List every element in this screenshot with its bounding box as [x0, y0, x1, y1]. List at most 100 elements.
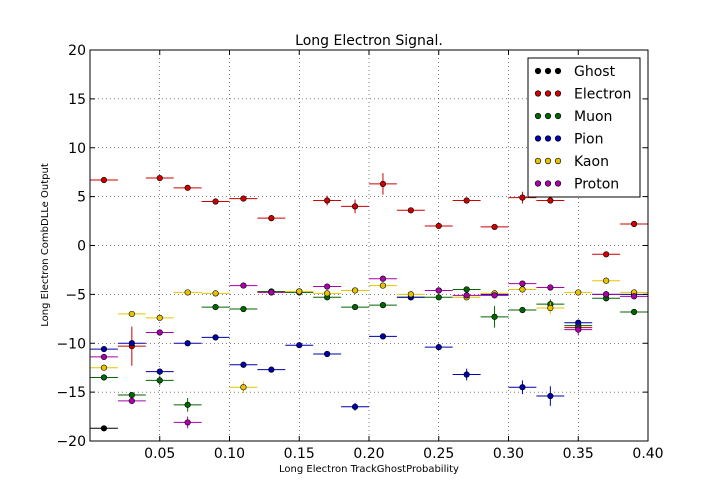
legend-marker	[534, 157, 542, 165]
legend-marker	[544, 180, 552, 187]
legend-marker	[554, 67, 562, 75]
data-point	[128, 310, 135, 318]
data-point	[379, 302, 387, 309]
data-point	[351, 403, 359, 410]
x-tick-label: 0.10	[214, 446, 245, 462]
data-point	[519, 280, 526, 287]
data-point	[603, 277, 610, 284]
data-point	[240, 361, 247, 368]
data-point	[128, 340, 135, 347]
data-point	[491, 223, 498, 231]
y-tick-label: −20	[56, 434, 86, 450]
data-point	[156, 329, 163, 336]
data-point	[463, 197, 470, 204]
data-point	[407, 291, 414, 298]
data-point	[184, 340, 191, 347]
data-point	[212, 303, 219, 311]
data-point	[156, 174, 163, 182]
data-point	[463, 292, 470, 299]
legend-marker	[534, 90, 542, 97]
x-tick-label: 0.20	[353, 446, 384, 462]
data-point	[100, 353, 108, 361]
legend-label: Electron	[574, 87, 631, 103]
data-point	[268, 215, 275, 222]
data-point	[435, 344, 442, 351]
data-point	[435, 287, 442, 294]
series-layer	[90, 173, 648, 432]
legend-entry-pion: Pion	[534, 132, 603, 148]
data-point	[156, 377, 163, 384]
data-point	[379, 180, 387, 188]
legend-label: Proton	[574, 177, 619, 193]
x-tick-label: 0.40	[632, 446, 663, 462]
data-point	[212, 334, 219, 341]
data-point	[184, 401, 191, 408]
legend-marker	[554, 180, 562, 187]
data-point	[156, 314, 163, 321]
data-point	[268, 366, 275, 373]
legend-marker	[554, 90, 562, 97]
data-point	[547, 284, 554, 291]
x-tick-label: 0.15	[284, 446, 315, 462]
data-point	[324, 283, 331, 290]
data-point	[184, 419, 191, 426]
legend-marker	[534, 180, 542, 187]
tick-labels: 0.05 0.10 0.15 0.20 0.25 0.30 0.35 0.40 −20 −15 −1…	[56, 43, 663, 462]
legend-marker	[544, 135, 552, 142]
legend-marker	[544, 157, 552, 165]
data-point	[212, 290, 219, 297]
chart-title: Long Electron Signal.	[295, 33, 443, 49]
data-point	[547, 304, 554, 312]
series-proton	[90, 275, 648, 429]
legend-label: Ghost	[574, 64, 616, 80]
data-point	[100, 374, 108, 381]
x-tick-label: 0.05	[144, 446, 175, 462]
legend-box	[527, 57, 641, 198]
legend-marker	[554, 157, 562, 165]
data-point	[351, 303, 359, 311]
data-point	[379, 275, 387, 282]
legend-marker	[544, 112, 552, 120]
y-tick-label: 20	[68, 43, 86, 59]
data-point	[351, 203, 359, 210]
y-tick-label: −15	[56, 385, 86, 401]
legend-marker	[554, 135, 562, 142]
data-point	[547, 197, 554, 204]
data-point	[603, 291, 610, 298]
data-point	[128, 397, 135, 405]
x-tick-label: 0.30	[493, 446, 524, 462]
data-point	[547, 392, 554, 400]
legend: Ghost Electron Muon Pion Kaon Proton	[527, 57, 641, 198]
data-point	[379, 282, 387, 289]
data-point	[435, 294, 442, 301]
data-point	[351, 287, 359, 294]
x-tick-label: 0.35	[563, 446, 594, 462]
data-point	[435, 222, 442, 230]
data-point	[463, 371, 470, 378]
legend-entry-muon: Muon	[534, 109, 612, 125]
legend-marker	[544, 90, 552, 97]
legend-label: Kaon	[574, 154, 609, 170]
y-tick-label: −5	[65, 287, 86, 303]
legend-marker	[534, 135, 542, 142]
data-point	[100, 346, 108, 353]
data-point	[268, 289, 275, 296]
data-point	[603, 251, 610, 258]
data-point	[491, 292, 498, 299]
data-point	[519, 306, 526, 314]
y-tick-label: 15	[68, 92, 86, 108]
data-point	[407, 207, 414, 214]
data-point	[240, 195, 247, 202]
legend-marker	[534, 112, 542, 120]
legend-marker	[544, 67, 552, 75]
data-point	[240, 282, 247, 289]
data-point	[324, 350, 331, 358]
data-point	[379, 333, 387, 340]
data-point	[630, 308, 638, 316]
data-point	[296, 342, 303, 349]
data-point	[240, 384, 247, 391]
legend-entry-kaon: Kaon	[534, 154, 609, 170]
data-point	[296, 288, 303, 295]
data-point	[100, 364, 108, 371]
